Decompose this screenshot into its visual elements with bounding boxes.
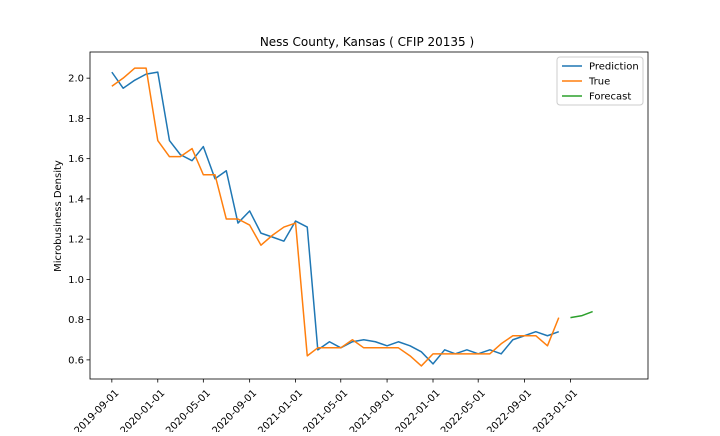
series-layer	[111, 67, 593, 367]
x-tick-label: 2020-01-01	[119, 388, 168, 432]
x-axis: 2019-09-012020-01-012020-05-012020-09-01…	[73, 379, 580, 436]
x-tick-label: 2022-01-01	[394, 388, 443, 432]
x-tick-label: 2021-01-01	[256, 388, 305, 432]
y-axis: 0.6 0.8 1.0 1.2 1.4 1.6 1.8 2.0	[68, 74, 90, 366]
y-tick-label: 0.8	[68, 315, 84, 326]
legend: Prediction True Forecast	[556, 56, 644, 106]
x-tick-label: 2020-05-01	[164, 388, 213, 432]
y-axis-label: Microbusiness Density	[53, 160, 64, 272]
x-tick-label: 2019-09-01	[73, 388, 122, 432]
plot-frame	[89, 51, 649, 380]
x-tick-label: 2022-05-01	[439, 388, 488, 432]
y-tick-label: 1.4	[68, 194, 84, 205]
x-tick-label: 2021-05-01	[302, 388, 351, 432]
y-tick-label: 2.0	[68, 74, 84, 85]
x-tick-label: 2023-01-01	[531, 388, 580, 432]
x-tick-label: 2021-09-01	[348, 388, 397, 432]
y-tick-label: 1.6	[68, 154, 84, 165]
y-tick-label: 1.2	[68, 235, 84, 246]
legend-box	[556, 56, 644, 106]
legend-label-prediction: Prediction	[589, 62, 639, 73]
x-tick-label: 2020-09-01	[210, 388, 259, 432]
y-tick-label: 1.8	[68, 114, 84, 125]
chart-title: Ness County, Kansas ( CFIP 20135 )	[260, 35, 474, 49]
legend-label-forecast: Forecast	[589, 92, 631, 103]
x-tick-label: 2022-09-01	[485, 388, 534, 432]
series-line-prediction	[111, 71, 560, 365]
y-tick-label: 1.0	[68, 275, 84, 286]
legend-label-true: True	[588, 77, 610, 88]
series-line-true	[111, 67, 560, 367]
y-tick-label: 0.6	[68, 355, 84, 366]
series-line-forecast	[570, 310, 593, 319]
